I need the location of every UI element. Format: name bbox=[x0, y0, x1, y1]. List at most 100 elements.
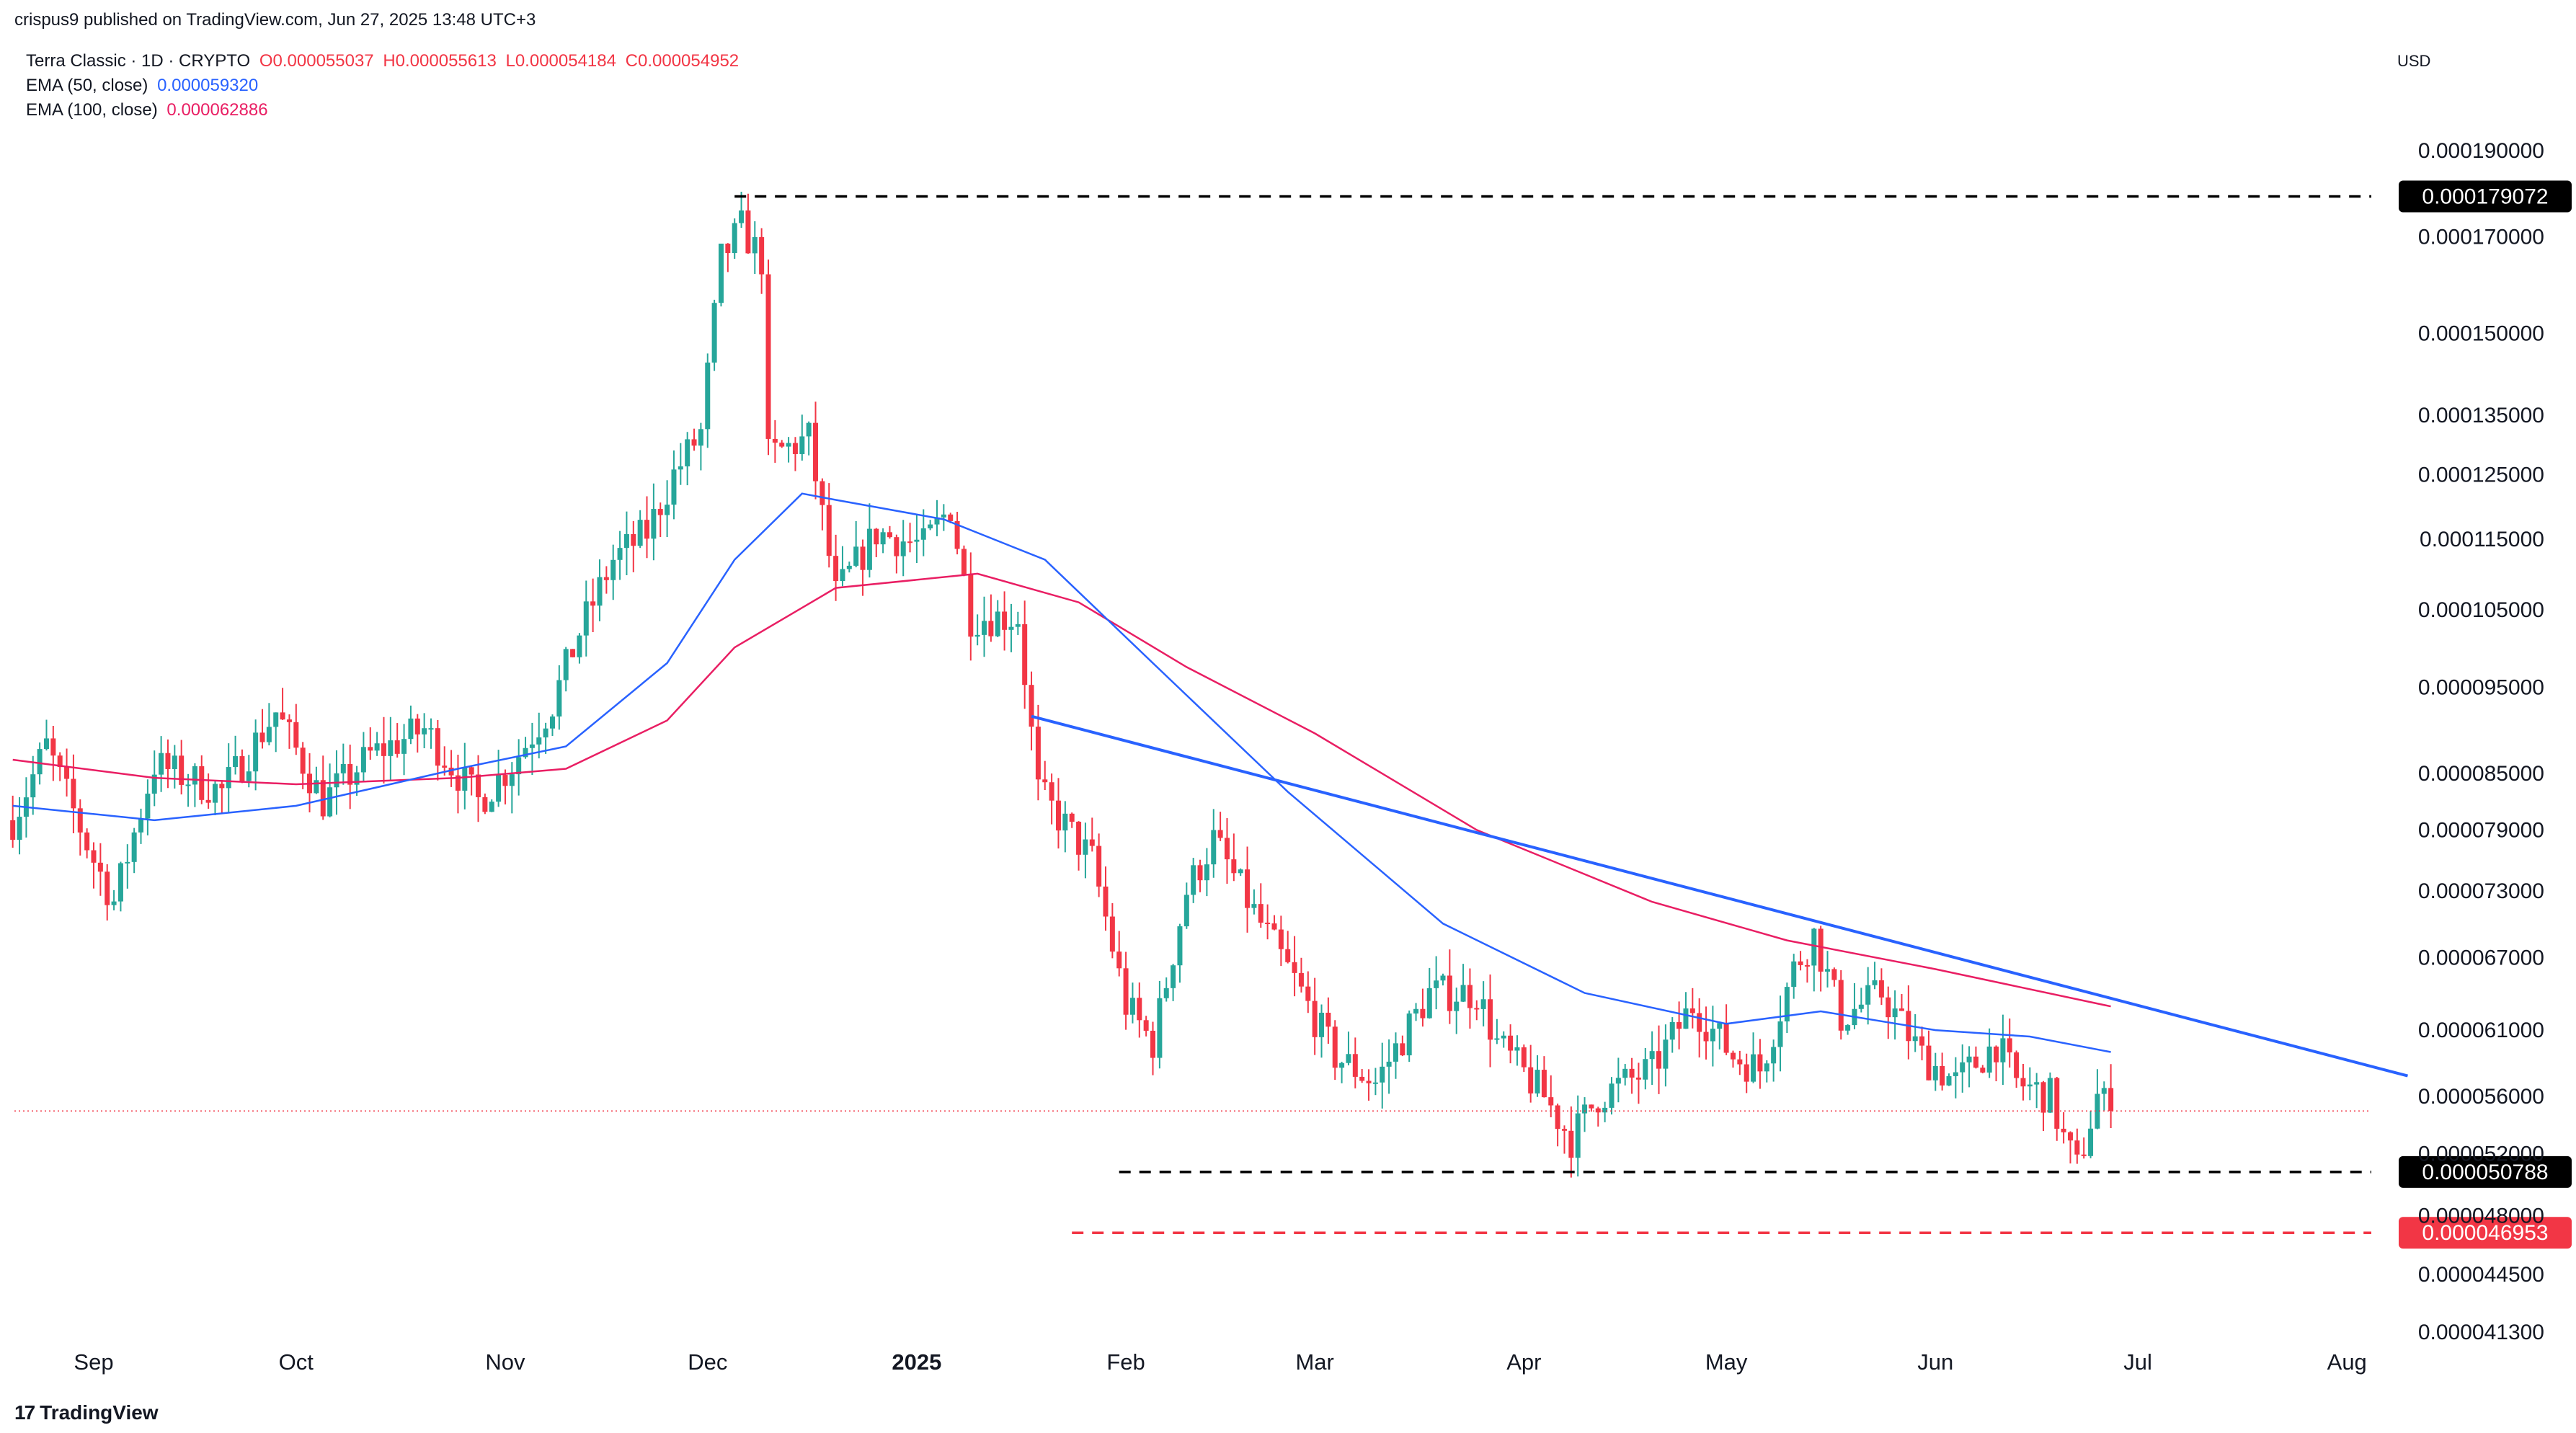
candle-body bbox=[1595, 1108, 1601, 1113]
candle-body bbox=[1960, 1062, 1966, 1073]
candle-body bbox=[1555, 1105, 1560, 1130]
y-tick-label: 0.000061000 bbox=[2418, 1019, 2544, 1042]
tradingview-logo[interactable]: 17 TradingView bbox=[14, 1401, 159, 1424]
candle-body bbox=[1643, 1059, 1648, 1080]
candle-body bbox=[671, 469, 677, 505]
candle-body bbox=[428, 728, 434, 730]
candle-body bbox=[739, 210, 745, 223]
candle-body bbox=[1838, 980, 1844, 1031]
candle-body bbox=[1561, 1129, 1567, 1131]
candle-body bbox=[523, 747, 528, 758]
candle-body bbox=[1676, 1021, 1682, 1029]
x-tick-label: Nov bbox=[485, 1349, 525, 1375]
candle-body bbox=[138, 818, 144, 833]
candle-body bbox=[205, 799, 211, 803]
candle-body bbox=[1744, 1064, 1749, 1082]
ema50-value: 0.000059320 bbox=[157, 76, 259, 95]
candle-body bbox=[759, 236, 765, 275]
candle-body bbox=[1791, 961, 1797, 988]
candle-body bbox=[105, 871, 110, 905]
candle-body bbox=[1804, 964, 1810, 967]
high-value: H0.000055613 bbox=[383, 51, 497, 71]
candle-body bbox=[2108, 1088, 2114, 1112]
candle-body bbox=[894, 537, 900, 556]
candle-body bbox=[2014, 1052, 2020, 1078]
tradingview-brand-text: TradingView bbox=[40, 1401, 159, 1424]
candle-body bbox=[1238, 869, 1243, 874]
candle-body bbox=[1737, 1059, 1743, 1065]
x-tick-label: Sep bbox=[74, 1349, 113, 1375]
legend-ema100-row[interactable]: EMA (100, close) 0.000062886 bbox=[26, 98, 743, 123]
candle-body bbox=[1163, 988, 1169, 998]
candle-body bbox=[988, 621, 994, 636]
candle-body bbox=[772, 438, 778, 443]
candle-body bbox=[131, 832, 137, 862]
candle-body bbox=[516, 757, 522, 775]
candle-body bbox=[502, 775, 508, 786]
y-tick-label: 0.000190000 bbox=[2418, 139, 2544, 163]
ema-layer bbox=[12, 492, 2408, 1078]
candle-body bbox=[1548, 1097, 1554, 1106]
candle-body bbox=[745, 210, 751, 254]
candle-body bbox=[1994, 1046, 1999, 1062]
candle-body bbox=[1582, 1104, 1588, 1114]
candle-body bbox=[968, 574, 974, 637]
level-label-box bbox=[2399, 1155, 2572, 1188]
candle-body bbox=[314, 780, 319, 794]
candle-body bbox=[414, 718, 420, 735]
candle-body bbox=[1325, 1012, 1331, 1027]
candle-body bbox=[1872, 980, 1878, 985]
candle-body bbox=[2020, 1078, 2026, 1087]
candle-body bbox=[826, 505, 832, 556]
candle-body bbox=[934, 517, 940, 525]
candle-body bbox=[1878, 980, 1884, 998]
candle-body bbox=[1015, 624, 1021, 627]
candle-body bbox=[1231, 859, 1237, 874]
candle-body bbox=[476, 774, 481, 797]
candle-body bbox=[1002, 611, 1008, 630]
y-tick-label: 0.000079000 bbox=[2418, 818, 2544, 842]
candle-body bbox=[273, 712, 279, 727]
candle-body bbox=[846, 565, 852, 569]
candle-body bbox=[334, 773, 339, 788]
currency-label[interactable]: USD bbox=[2397, 52, 2431, 70]
y-tick-label: 0.000115000 bbox=[2420, 528, 2544, 551]
candle-body bbox=[597, 577, 603, 606]
candle-body bbox=[1683, 1008, 1689, 1029]
candle-body bbox=[199, 766, 205, 800]
candle-body bbox=[1035, 727, 1041, 780]
y-tick-label: 0.000170000 bbox=[2418, 225, 2544, 249]
candle-body bbox=[1798, 961, 1803, 965]
candle-body bbox=[151, 774, 157, 794]
x-tick-label: Oct bbox=[279, 1349, 314, 1375]
candle-body bbox=[10, 820, 16, 840]
candle-body bbox=[813, 422, 819, 482]
candle-body bbox=[1008, 626, 1014, 630]
candle-body bbox=[1980, 1068, 1986, 1073]
candle-body bbox=[806, 422, 812, 437]
candle-body bbox=[1602, 1107, 1608, 1113]
candle-body bbox=[914, 539, 920, 542]
candle-body bbox=[2101, 1088, 2107, 1094]
candle-body bbox=[111, 901, 117, 905]
legend-ema50-row[interactable]: EMA (50, close) 0.000059320 bbox=[26, 74, 743, 98]
levels-layer: 0.000179072 0.000050788 0.000046953 bbox=[14, 180, 2572, 1249]
candle-body bbox=[1157, 998, 1163, 1058]
candle-body bbox=[1649, 1051, 1655, 1060]
ema50-line bbox=[12, 492, 2111, 1053]
candle-body bbox=[610, 559, 616, 580]
candle-body bbox=[422, 728, 427, 735]
candle-body bbox=[1123, 968, 1129, 1015]
candle-body bbox=[1183, 895, 1189, 927]
candle-body bbox=[1400, 1043, 1405, 1056]
candle-body bbox=[1535, 1070, 1540, 1093]
candle-body bbox=[1845, 1025, 1851, 1031]
candle-body bbox=[1393, 1043, 1398, 1062]
publisher-line: crispus9 published on TradingView.com, J… bbox=[14, 10, 536, 30]
candle-body bbox=[1858, 1004, 1864, 1009]
candle-body bbox=[725, 244, 731, 254]
candle-body bbox=[185, 784, 191, 786]
candle-body bbox=[1211, 830, 1217, 865]
candle-body bbox=[1717, 1023, 1723, 1029]
